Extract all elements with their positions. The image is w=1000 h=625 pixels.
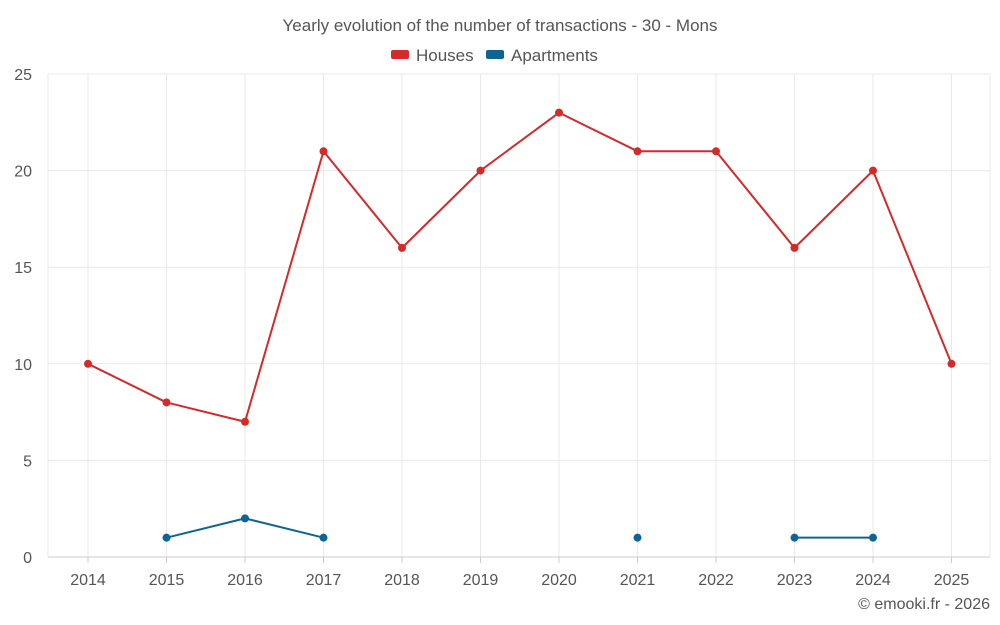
x-tick-label: 2022: [698, 572, 734, 589]
x-tick-label: 2025: [934, 572, 970, 589]
x-tick-label: 2024: [855, 572, 891, 589]
y-tick-label: 5: [23, 453, 32, 470]
legend-item-houses[interactable]: Houses: [391, 46, 474, 65]
data-point-apartments-2021[interactable]: [633, 533, 642, 542]
x-tick-label: 2019: [463, 572, 499, 589]
legend-label-apartments: Apartments: [511, 46, 598, 65]
x-tick-label: 2023: [777, 572, 813, 589]
y-tick-label: 0: [23, 550, 32, 567]
data-point-houses-2015[interactable]: [162, 398, 171, 407]
series-line-houses: [87, 111, 953, 423]
data-point-apartments-2017[interactable]: [319, 533, 328, 542]
x-tick-label: 2021: [620, 572, 656, 589]
x-tick-label: 2014: [70, 572, 106, 589]
series-houses: [84, 108, 956, 426]
y-axis: 0 5 10 15 20 25: [14, 67, 32, 567]
data-point-houses-2022[interactable]: [712, 147, 720, 156]
x-tick-label: 2020: [541, 572, 577, 589]
series-apartments: [162, 514, 877, 542]
x-tick-label: 2018: [384, 572, 420, 589]
series: [84, 108, 956, 542]
legend: Houses Apartments: [391, 46, 598, 65]
legend-swatch-apartments: [486, 50, 504, 59]
data-point-houses-2025[interactable]: [947, 359, 956, 368]
y-tick-label: 20: [14, 164, 32, 181]
x-tick-label: 2016: [227, 572, 263, 589]
data-point-houses-2021[interactable]: [633, 147, 642, 156]
data-point-houses-2018[interactable]: [398, 243, 406, 252]
data-point-apartments-2024[interactable]: [869, 533, 877, 542]
data-point-houses-2014[interactable]: [84, 359, 92, 368]
y-tick-label: 15: [14, 260, 32, 277]
x-tick-label: 2015: [149, 572, 185, 589]
y-tick-label: 25: [14, 67, 32, 84]
x-tick-label: 2017: [306, 572, 342, 589]
data-point-apartments-2023[interactable]: [790, 533, 799, 542]
legend-swatch-houses: [391, 50, 409, 59]
credit-text: © emooki.fr - 2026: [858, 596, 990, 613]
x-axis: 2014 2015 2016 2017 2018 2019 2020 2021 2022 2023…: [70, 557, 969, 589]
data-point-houses-2017[interactable]: [319, 147, 328, 156]
data-point-houses-2019[interactable]: [476, 166, 485, 175]
data-point-houses-2016[interactable]: [241, 417, 249, 426]
legend-item-apartments[interactable]: Apartments: [486, 46, 598, 65]
y-tick-label: 10: [14, 357, 32, 374]
chart-title: Yearly evolution of the number of transa…: [283, 16, 718, 35]
data-point-houses-2020[interactable]: [555, 108, 563, 117]
gridlines: [47, 73, 991, 558]
data-point-apartments-2016[interactable]: [241, 514, 249, 523]
data-point-houses-2023[interactable]: [790, 243, 799, 252]
legend-label-houses: Houses: [416, 46, 474, 65]
data-point-apartments-2015[interactable]: [162, 533, 171, 542]
data-point-houses-2024[interactable]: [869, 166, 877, 175]
